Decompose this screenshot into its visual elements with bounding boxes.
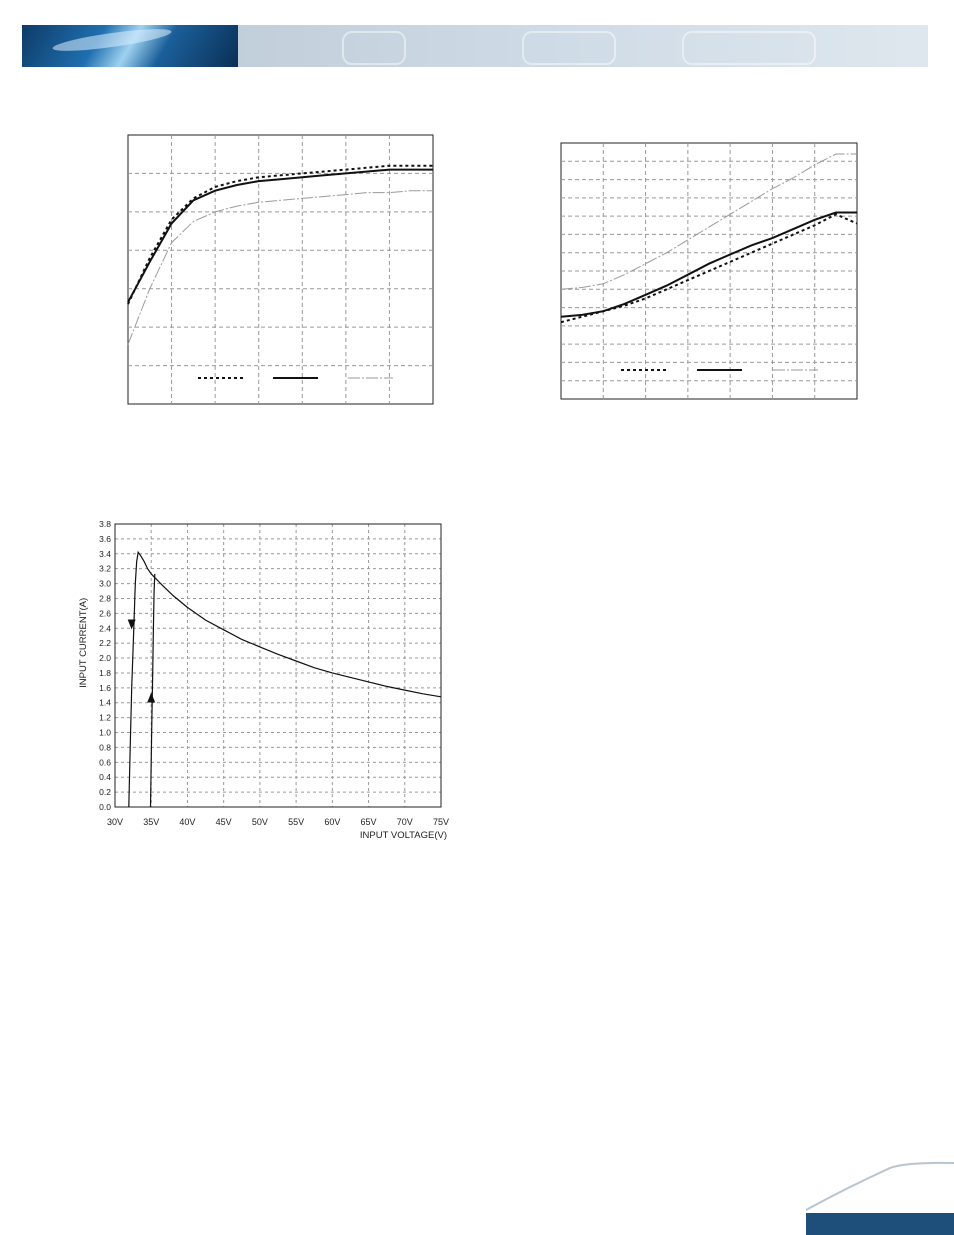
plot-frame: [114, 523, 442, 808]
chart-1: [127, 134, 434, 405]
footer-decor-curve: [806, 1161, 954, 1211]
banner-decor-shape: [522, 31, 616, 65]
x-tick-label: 75V: [433, 817, 449, 827]
y-tick-label: 1.4: [99, 698, 111, 708]
x-tick-label: 65V: [361, 817, 377, 827]
series-line-1: [127, 164, 433, 305]
y-tick-label: 2.6: [99, 608, 111, 618]
x-tick-label: 35V: [143, 817, 159, 827]
x-tick-label: 50V: [252, 817, 268, 827]
series-line-2: [560, 211, 857, 318]
y-tick-label: 0.8: [99, 742, 111, 752]
header-banner: [22, 25, 928, 67]
plot-frame: [127, 134, 434, 405]
y-tick-label: 2.0: [99, 653, 111, 663]
x-tick-label: 60V: [324, 817, 340, 827]
x-tick-label: 40V: [179, 817, 195, 827]
x-tick-label: 45V: [216, 817, 232, 827]
arrow-up-icon: [147, 692, 156, 703]
y-tick-label: 2.4: [99, 623, 111, 633]
curve-2: [149, 573, 156, 808]
y-tick-label: 1.6: [99, 683, 111, 693]
banner-decor-shape: [342, 31, 406, 65]
series-line-2: [127, 168, 433, 303]
chart-2: [560, 142, 858, 400]
y-tick-label: 3.4: [99, 549, 111, 559]
series-line-3: [560, 153, 857, 290]
y-tick-label: 0.0: [99, 802, 111, 812]
y-tick-label: 3.8: [99, 519, 111, 529]
y-tick-label: 3.6: [99, 534, 111, 544]
x-tick-label: 70V: [397, 817, 413, 827]
y-tick-label: 0.6: [99, 757, 111, 767]
y-axis-label: INPUT CURRENT(A): [78, 598, 89, 688]
chart-3-input-current-vs-voltage: 0.0 0.2 0.4 0.6 0.8 1.0 1.2 1.4 1.6 1.8 2.0 2.2 2.4 2…: [78, 519, 449, 841]
y-tick-label: 1.2: [99, 713, 111, 723]
x-tick-label: 55V: [288, 817, 304, 827]
series-line-3: [127, 190, 433, 345]
y-tick-label: 3.2: [99, 564, 111, 574]
y-tick-label: 3.0: [99, 579, 111, 589]
y-tick-label: 0.2: [99, 787, 111, 797]
x-tick-label: 30V: [107, 817, 123, 827]
arrow-down-icon: [127, 619, 136, 630]
banner-decor-shape: [682, 31, 816, 65]
footer-bar: [806, 1213, 954, 1235]
y-tick-label: 2.8: [99, 593, 111, 603]
curve-1: [128, 550, 442, 808]
y-tick-label: 1.0: [99, 728, 111, 738]
y-tick-label: 2.2: [99, 638, 111, 648]
y-tick-label: 1.8: [99, 668, 111, 678]
y-tick-label: 0.4: [99, 772, 111, 782]
x-axis-label: INPUT VOLTAGE(V): [360, 830, 447, 841]
series-line-1: [560, 213, 858, 324]
